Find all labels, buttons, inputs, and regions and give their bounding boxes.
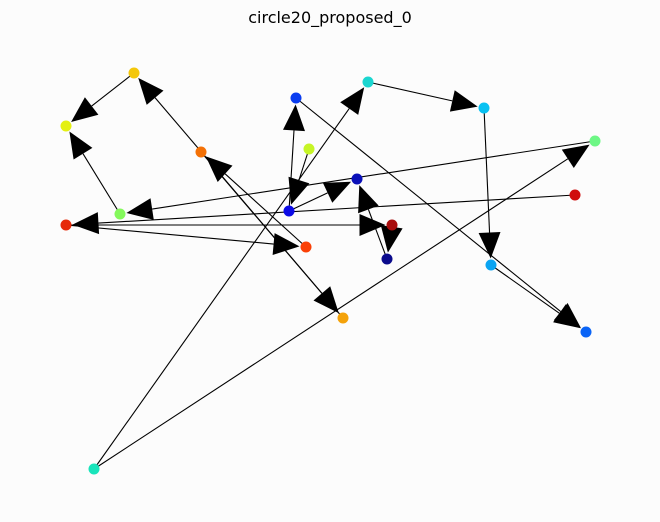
node-n13 <box>386 219 398 231</box>
node-n6 <box>589 135 601 147</box>
arrowhead-n2-n13 <box>359 214 386 236</box>
node-n14 <box>569 189 581 201</box>
arrowhead-n1-n6 <box>561 144 590 168</box>
node-n11 <box>60 120 72 132</box>
arrowhead-n9-n12 <box>288 176 310 205</box>
edge-n7-n11 <box>82 153 121 215</box>
node-n7 <box>114 208 126 220</box>
arrowhead-n6-n7 <box>126 198 154 220</box>
edge-n6-n7 <box>152 140 596 210</box>
node-n4 <box>290 92 302 104</box>
node-n1 <box>88 463 100 475</box>
arrowhead-n5-n17 <box>478 232 501 259</box>
edge-n18-n0 <box>154 97 344 319</box>
edge-n3-n5 <box>367 81 453 102</box>
figure-title: circle20_proposed_0 <box>248 8 412 27</box>
node-n9 <box>303 143 315 155</box>
arrowhead-n2-n15 <box>272 233 300 255</box>
edge-n15-n8 <box>224 173 307 248</box>
arrowhead-n14-n2 <box>72 212 100 235</box>
arrowhead-n17-n19 <box>553 304 581 329</box>
edge-n1-n6 <box>93 158 569 470</box>
node-n3 <box>362 76 374 88</box>
edge-n17-n19 <box>490 264 560 314</box>
arrowhead-n1-n3 <box>340 87 365 115</box>
arrowhead-n13-n10 <box>380 225 403 253</box>
arrowhead-n18-n0 <box>138 77 164 105</box>
node-n19 <box>580 326 592 338</box>
edge-n2-n15 <box>65 224 274 245</box>
arrowhead-n15-n8 <box>205 156 233 182</box>
edge-n0-n11 <box>91 72 135 107</box>
node-n8 <box>195 146 207 158</box>
edge-n12-n4 <box>288 130 295 212</box>
node-n10 <box>381 253 393 265</box>
node-n0 <box>128 67 140 79</box>
node-n18 <box>337 312 349 324</box>
arrowhead-n12-n4 <box>283 104 305 132</box>
node-n2 <box>60 219 72 231</box>
edge-n5-n17 <box>483 107 491 233</box>
arrowhead-n12-n16 <box>322 181 352 203</box>
arrowhead-n3-n5 <box>449 90 478 112</box>
arrowhead-n10-n16 <box>358 185 379 214</box>
edge-n12-n16 <box>288 192 328 212</box>
arrowhead-n0-n11 <box>71 97 99 122</box>
edge-n4-n19 <box>295 97 562 313</box>
node-n17 <box>485 259 497 271</box>
edge-n10-n16 <box>367 209 388 260</box>
arrowhead-n7-n11 <box>69 131 93 160</box>
node-n15 <box>300 241 312 253</box>
edge-n1-n3 <box>93 108 350 470</box>
edge-n14-n2 <box>98 194 576 224</box>
node-n12 <box>283 205 295 217</box>
node-n16 <box>351 173 363 185</box>
node-n5 <box>478 102 490 114</box>
